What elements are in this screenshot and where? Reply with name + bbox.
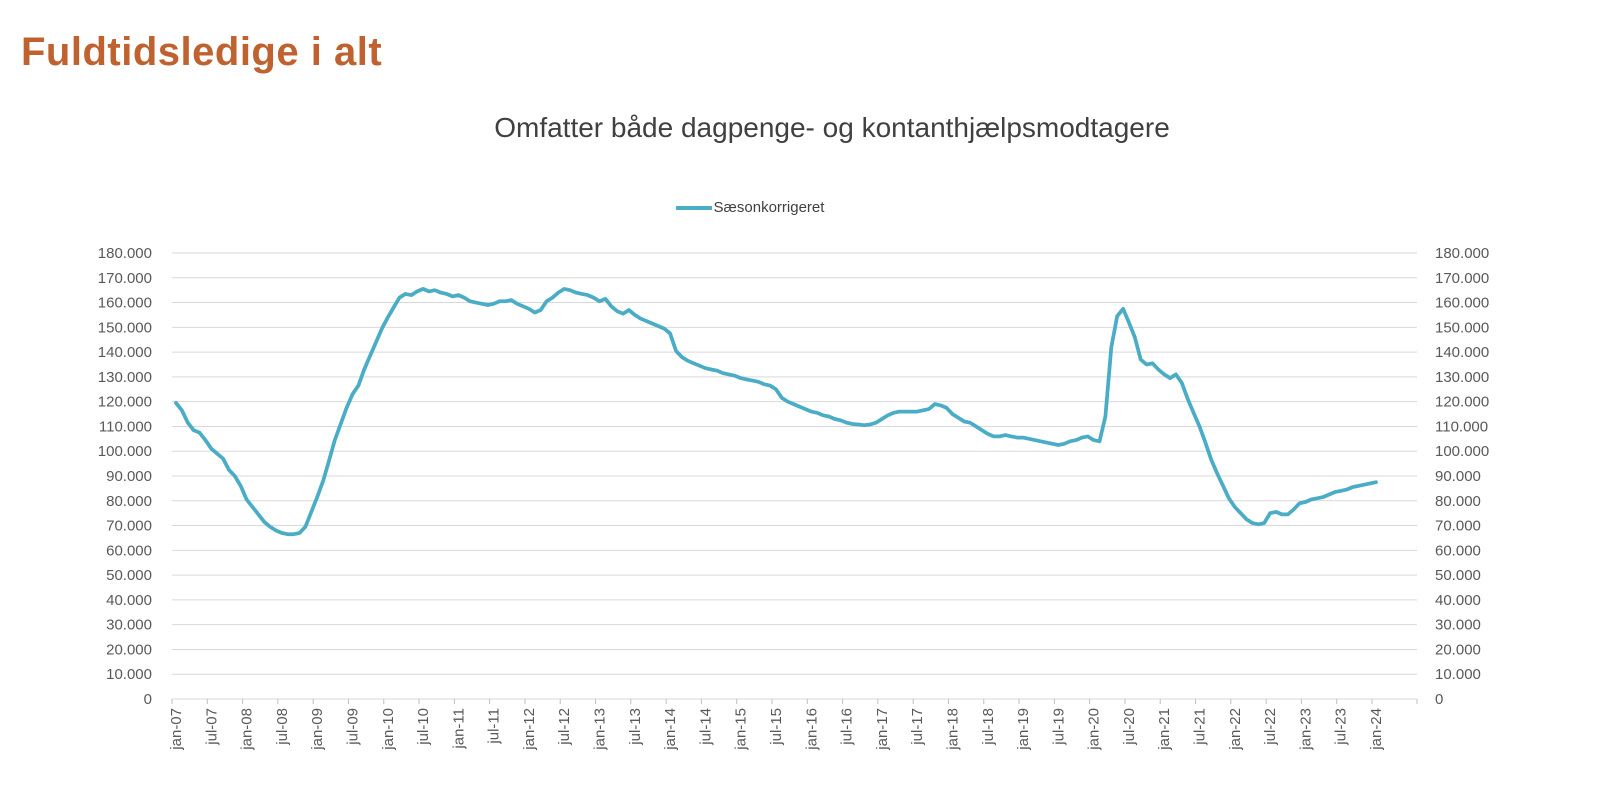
x-axis-label: jan-11: [450, 708, 467, 750]
legend-line-marker: [675, 205, 712, 210]
x-axis-label: jan-24: [1368, 708, 1385, 751]
y-axis-label-right: 10.000: [1435, 666, 1481, 683]
x-axis-label: jul-15: [768, 708, 785, 746]
x-axis-label: jan-15: [733, 708, 750, 751]
y-axis-label-right: 170.000: [1435, 270, 1489, 287]
x-axis-label: jul-18: [980, 708, 997, 746]
y-axis-label-left: 120.000: [98, 394, 152, 411]
y-axis-label-left: 70.000: [106, 518, 152, 535]
y-axis-label-left: 130.000: [98, 369, 152, 386]
legend-series-label: Sæsonkorrigeret: [713, 199, 825, 216]
chart-subtitle: Omfatter både dagpenge- og kontanthjælps…: [494, 112, 1170, 143]
y-axis-label-left: 20.000: [106, 641, 152, 658]
x-axis-label: jul-07: [203, 708, 220, 746]
x-axis-label: jul-19: [1050, 708, 1067, 746]
x-axis-label: jan-08: [239, 708, 256, 751]
y-axis-label-right: 120.000: [1435, 394, 1489, 411]
y-axis-label-left: 40.000: [106, 592, 152, 609]
y-axis-label-right: 60.000: [1435, 542, 1481, 559]
y-axis-label-right: 90.000: [1435, 468, 1481, 485]
x-axis-label: jul-20: [1121, 708, 1138, 746]
x-axis-label: jan-07: [168, 708, 185, 751]
x-axis-label: jan-14: [662, 708, 679, 751]
x-axis-label: jul-11: [486, 708, 503, 745]
x-axis-label: jul-10: [415, 708, 432, 746]
legend: Sæsonkorrigeret: [172, 199, 1328, 216]
y-axis-label-left: 90.000: [106, 468, 152, 485]
x-axis-label: jan-18: [944, 708, 961, 751]
y-axis-label-left: 180.000: [98, 245, 152, 262]
x-axis-label: jul-21: [1192, 708, 1209, 746]
x-axis-label: jan-09: [309, 708, 326, 751]
y-axis-label-left: 30.000: [106, 617, 152, 634]
y-axis-label-right: 0: [1435, 691, 1443, 708]
y-axis-label-right: 30.000: [1435, 617, 1481, 634]
x-axis-label: jul-12: [556, 708, 573, 746]
x-axis-label: jul-09: [344, 708, 361, 746]
y-axis-label-right: 140.000: [1435, 344, 1489, 361]
y-axis-label-left: 50.000: [106, 567, 152, 584]
y-axis-label-right: 180.000: [1435, 245, 1489, 262]
x-axis-label: jan-16: [803, 708, 820, 751]
y-axis-label-left: 110.000: [99, 418, 152, 435]
y-axis-label-right: 40.000: [1435, 592, 1481, 609]
y-axis-label-right: 70.000: [1435, 518, 1481, 535]
x-axis-label: jan-12: [521, 708, 538, 751]
y-axis-label-right: 110.000: [1435, 418, 1488, 435]
y-axis-label-right: 130.000: [1435, 369, 1489, 386]
y-axis-label-right: 50.000: [1435, 567, 1481, 584]
y-axis-label-left: 10.000: [106, 666, 152, 683]
x-axis-label: jul-17: [909, 708, 926, 746]
y-axis-label-left: 170.000: [98, 270, 152, 287]
x-axis-label: jul-14: [697, 708, 714, 746]
y-axis-label-right: 80.000: [1435, 493, 1481, 510]
x-axis-label: jan-20: [1086, 708, 1103, 751]
x-axis-label: jan-17: [874, 708, 891, 751]
x-axis-label: jan-10: [380, 708, 397, 751]
y-axis-label-left: 0: [144, 691, 152, 708]
x-axis-label: jul-22: [1262, 708, 1279, 746]
y-axis-label-right: 160.000: [1435, 295, 1489, 312]
y-axis-label-left: 160.000: [98, 295, 152, 312]
y-axis-label-right: 150.000: [1435, 319, 1489, 336]
x-axis-label: jan-13: [592, 708, 609, 751]
x-axis-label: jul-16: [839, 708, 856, 746]
x-axis-label: jan-23: [1297, 708, 1314, 751]
y-axis-label-right: 100.000: [1435, 443, 1489, 460]
x-axis-label: jul-08: [274, 708, 291, 746]
x-axis-label: jan-21: [1156, 708, 1173, 751]
y-axis-label-left: 60.000: [106, 542, 152, 559]
y-axis-label-left: 140.000: [98, 344, 152, 361]
series-line-saesonkorrigeret: [174, 287, 1378, 537]
x-axis-label: jan-19: [1015, 708, 1032, 751]
x-axis-label: jan-22: [1227, 708, 1244, 751]
y-axis-label-left: 100.000: [98, 443, 152, 460]
x-axis-label: jul-13: [627, 708, 644, 746]
y-axis-label-left: 150.000: [98, 319, 152, 336]
y-axis-label-left: 80.000: [106, 493, 152, 510]
x-axis-label: jul-23: [1333, 708, 1350, 746]
page-title: Fuldtidsledige i alt: [21, 30, 383, 74]
y-axis-label-right: 20.000: [1435, 641, 1481, 658]
